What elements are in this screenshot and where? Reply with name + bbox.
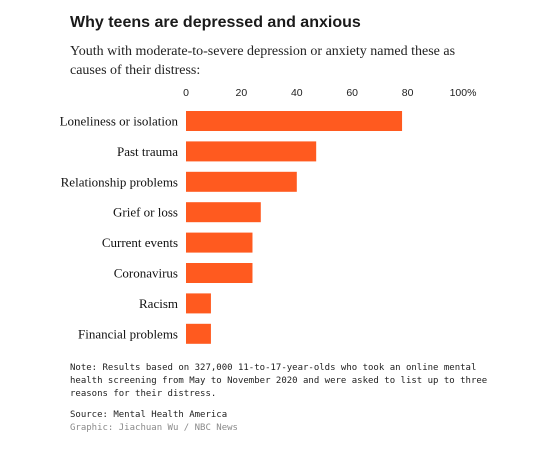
x-tick-label: 80: [402, 87, 414, 99]
chart-credit: Graphic: Jiachuan Wu / NBC News: [70, 423, 238, 433]
bar: [186, 263, 253, 283]
bar: [186, 111, 403, 131]
bar: [186, 293, 211, 314]
category-label: Grief or loss: [113, 205, 178, 220]
x-tick-label: 60: [346, 87, 358, 99]
bar: [186, 232, 253, 253]
x-tick-label: 100%: [450, 87, 477, 99]
chart-note: Note: Results based on 327,000 11-to-17-…: [70, 363, 488, 399]
chart-title: Why teens are depressed and anxious: [70, 14, 361, 31]
category-label: Past trauma: [117, 144, 178, 159]
bar: [186, 323, 211, 344]
bar-chart: 0 20 40 60 80 100% Loneliness or isolation Past…: [60, 87, 477, 344]
category-label: Loneliness or isolation: [60, 114, 179, 129]
category-label: Relationship problems: [61, 174, 178, 189]
x-tick-label: 0: [183, 87, 189, 99]
x-tick-label: 40: [291, 87, 303, 99]
bar: [186, 141, 317, 162]
category-label: Financial problems: [78, 326, 178, 341]
category-label: Current events: [102, 235, 178, 250]
category-label: Racism: [139, 296, 178, 311]
chart-subtitle: Youth with moderate-to-severe depression…: [70, 44, 456, 78]
chart-source: Source: Mental Health America: [70, 410, 228, 420]
bar: [186, 202, 261, 223]
category-label: Coronavirus: [114, 266, 178, 281]
bar: [186, 171, 297, 192]
x-tick-label: 20: [236, 87, 248, 99]
